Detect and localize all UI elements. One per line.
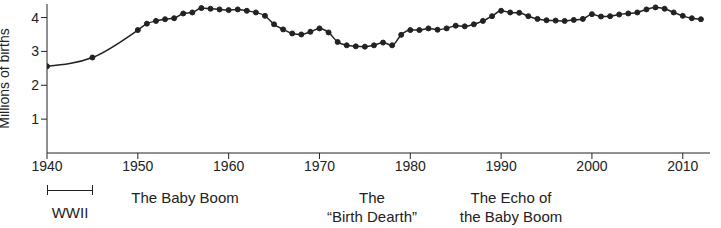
html-text:WWII: WWII bbox=[51, 204, 89, 221]
svg-text:1980: 1980 bbox=[395, 158, 426, 174]
svg-text:1970: 1970 bbox=[304, 158, 335, 174]
svg-text:2010: 2010 bbox=[667, 158, 698, 174]
svg-text:3: 3 bbox=[31, 43, 39, 59]
html-text:The Echo of the Baby Boom: The Echo of the Baby Boom bbox=[459, 189, 563, 225]
svg-text:1: 1 bbox=[31, 111, 39, 127]
svg-text:2000: 2000 bbox=[576, 158, 607, 174]
svg-text:1990: 1990 bbox=[486, 158, 517, 174]
html-text:The Baby Boom: The Baby Boom bbox=[131, 189, 239, 206]
svg-text:Millions of births: Millions of births bbox=[8, 28, 12, 128]
svg-text:4: 4 bbox=[31, 10, 39, 26]
html-text:The “Birth Dearth”: The “Birth Dearth” bbox=[327, 189, 417, 225]
svg-text:1950: 1950 bbox=[122, 158, 153, 174]
svg-text:1960: 1960 bbox=[213, 158, 244, 174]
svg-text:1940: 1940 bbox=[31, 158, 62, 174]
svg-text:2: 2 bbox=[31, 77, 39, 93]
